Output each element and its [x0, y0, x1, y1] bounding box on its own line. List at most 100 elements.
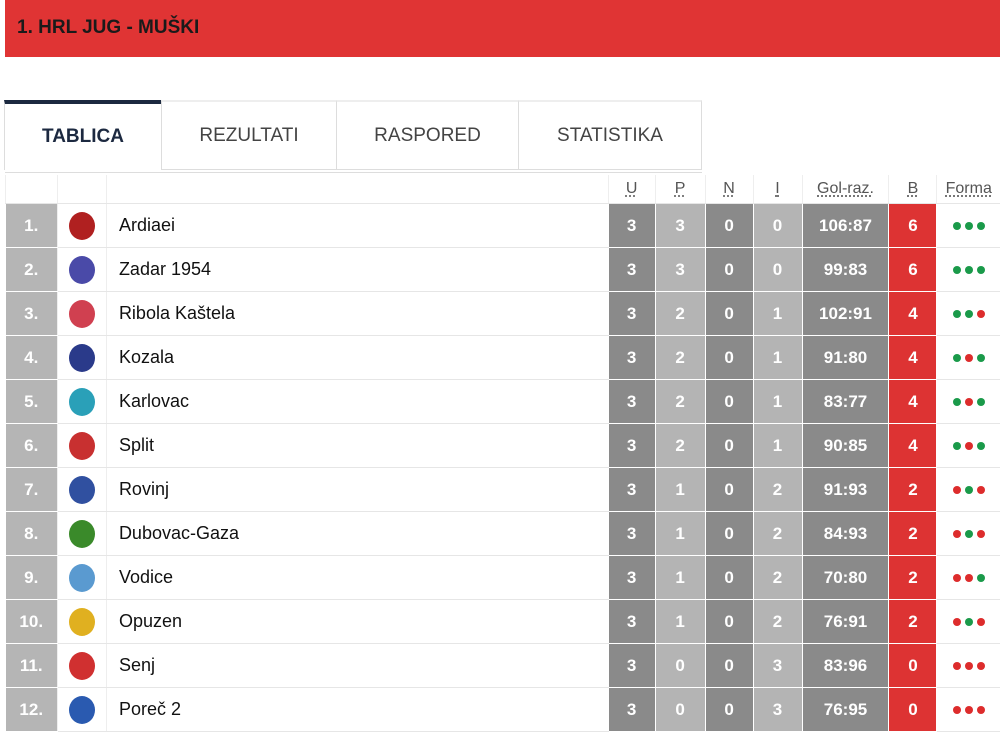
rank: 7. [5, 467, 58, 512]
team-logo-icon [68, 387, 95, 416]
table-row[interactable]: 10. Opuzen 3 1 0 2 76:91 2 [5, 599, 1000, 644]
goal-diff: 106:87 [801, 203, 890, 248]
played: 3 [607, 335, 656, 380]
goal-diff: 90:85 [801, 423, 890, 468]
table-row[interactable]: 4. Kozala 3 2 0 1 91:80 4 [5, 335, 1000, 380]
points: 4 [888, 423, 938, 468]
table-row[interactable]: 9. Vodice 3 1 0 2 70:80 2 [5, 555, 1000, 600]
table-row[interactable]: 8. Dubovac-Gaza 3 1 0 2 84:93 2 [5, 511, 1000, 556]
goal-diff: 91:93 [801, 467, 890, 512]
rank: 1. [5, 203, 58, 248]
table-row[interactable]: 12. Poreč 2 3 0 0 3 76:95 0 [5, 687, 1000, 732]
wins: 0 [654, 643, 706, 688]
losses: 2 [752, 511, 803, 556]
tab-raspored[interactable]: RASPORED [336, 100, 519, 170]
team-name[interactable]: Senj [105, 643, 609, 688]
draws: 0 [704, 467, 754, 512]
goal-diff: 102:91 [801, 291, 890, 336]
team-name[interactable]: Split [105, 423, 609, 468]
win-dot [964, 618, 973, 627]
win-dot [976, 354, 985, 363]
form [936, 335, 1000, 380]
tab-statistika[interactable]: STATISTIKA [518, 100, 702, 170]
win-dot [952, 354, 961, 363]
points: 6 [888, 203, 938, 248]
played: 3 [607, 687, 656, 732]
table-row[interactable]: 5. Karlovac 3 2 0 1 83:77 4 [5, 379, 1000, 424]
rank: 5. [5, 379, 58, 424]
win-dot [952, 266, 961, 275]
wins: 2 [654, 379, 706, 424]
draws: 0 [704, 335, 754, 380]
loss-dot [952, 618, 961, 627]
points: 2 [888, 511, 938, 556]
rank: 8. [5, 511, 58, 556]
loss-dot [976, 618, 985, 627]
win-dot [976, 442, 985, 451]
win-dot [976, 398, 985, 407]
tab-tablica[interactable]: TABLICA [4, 100, 162, 170]
win-dot [952, 442, 961, 451]
table-row[interactable]: 7. Rovinj 3 1 0 2 91:93 2 [5, 467, 1000, 512]
team-name[interactable]: Karlovac [105, 379, 609, 424]
col-goals: Gol-raz. [801, 175, 889, 204]
draws: 0 [704, 599, 754, 644]
played: 3 [607, 599, 656, 644]
rank: 3. [5, 291, 58, 336]
team-name[interactable]: Rovinj [105, 467, 609, 512]
team-name[interactable]: Dubovac-Gaza [105, 511, 609, 556]
team-name[interactable]: Ardiaei [105, 203, 609, 248]
team-logo-icon [68, 651, 95, 680]
losses: 2 [752, 555, 803, 600]
rank: 9. [5, 555, 58, 600]
team-name[interactable]: Vodice [105, 555, 609, 600]
col-i: I [752, 175, 803, 204]
rank: 11. [5, 643, 58, 688]
team-name[interactable]: Poreč 2 [105, 687, 609, 732]
team-logo-icon [68, 607, 95, 636]
win-dot [952, 222, 961, 231]
team-logo-icon [68, 695, 95, 724]
form [936, 423, 1000, 468]
team-name[interactable]: Kozala [105, 335, 609, 380]
rank: 6. [5, 423, 58, 468]
table-row[interactable]: 3. Ribola Kaštela 3 2 0 1 102:91 4 [5, 291, 1000, 336]
col-p: P [654, 175, 706, 204]
points: 0 [888, 643, 938, 688]
losses: 1 [752, 291, 803, 336]
draws: 0 [704, 291, 754, 336]
played: 3 [607, 467, 656, 512]
league-header: 1. HRL JUG - MUŠKI [5, 0, 1000, 57]
draws: 0 [704, 511, 754, 556]
wins: 1 [654, 599, 706, 644]
table-row[interactable]: 1. Ardiaei 3 3 0 0 106:87 6 [5, 203, 1000, 248]
loss-dot [952, 574, 961, 583]
rank: 4. [5, 335, 58, 380]
team-name[interactable]: Opuzen [105, 599, 609, 644]
played: 3 [607, 379, 656, 424]
league-title: 1. HRL JUG - MUŠKI [17, 17, 200, 38]
table-row[interactable]: 2. Zadar 1954 3 3 0 0 99:83 6 [5, 247, 1000, 292]
team-name[interactable]: Zadar 1954 [105, 247, 609, 292]
team-logo-icon [68, 299, 95, 328]
rank: 12. [5, 687, 58, 732]
points: 2 [888, 599, 938, 644]
tab-rezultati[interactable]: REZULTATI [161, 100, 337, 170]
form [936, 291, 1000, 336]
table-row[interactable]: 6. Split 3 2 0 1 90:85 4 [5, 423, 1000, 468]
goal-diff: 84:93 [801, 511, 890, 556]
points: 2 [888, 467, 938, 512]
losses: 0 [752, 203, 803, 248]
team-logo-icon [68, 431, 95, 460]
losses: 0 [752, 247, 803, 292]
form [936, 555, 1000, 600]
win-dot [976, 222, 985, 231]
col-points: B [888, 175, 937, 204]
team-logo-icon [68, 255, 95, 284]
col-n: N [704, 175, 754, 204]
col-form: Forma [936, 175, 1000, 204]
wins: 1 [654, 467, 706, 512]
team-name[interactable]: Ribola Kaštela [105, 291, 609, 336]
table-row[interactable]: 11. Senj 3 0 0 3 83:96 0 [5, 643, 1000, 688]
loss-dot [964, 442, 973, 451]
